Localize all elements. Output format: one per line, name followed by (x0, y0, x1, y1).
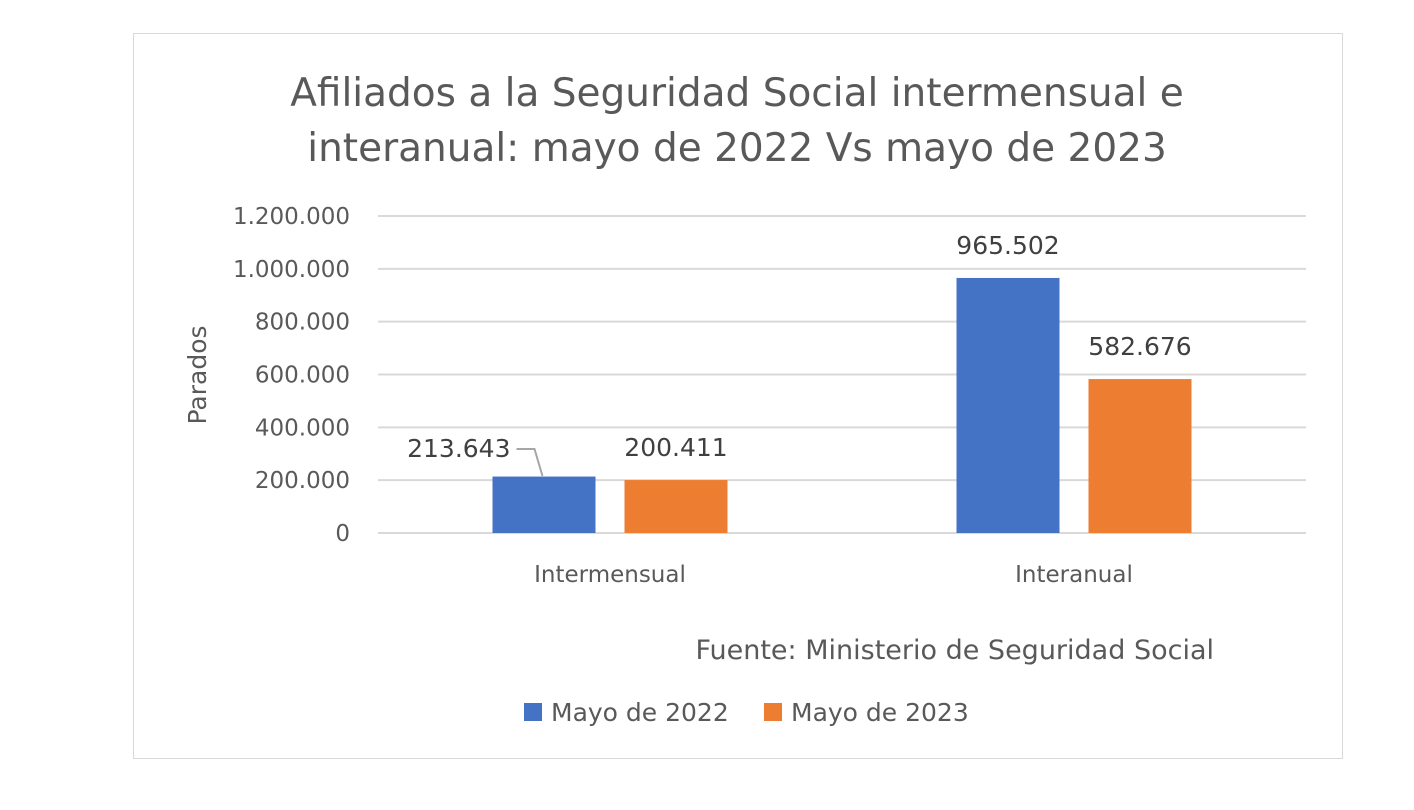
bar-mayo-de-2022-interanual (956, 277, 1060, 533)
bar-mayo-de-2023-interanual (1088, 379, 1192, 533)
legend-label: Mayo de 2022 (551, 698, 729, 727)
x-category-label: Intermensual (534, 562, 686, 588)
y-tick-label: 0 (335, 521, 350, 547)
data-label: 213.643 (407, 434, 510, 463)
legend-item: Mayo de 2022 (524, 698, 729, 727)
bar-mayo-de-2023-intermensual (624, 480, 728, 533)
chart-title: Afiliados a la Seguridad Social intermen… (290, 71, 1184, 171)
y-tick-label: 600.000 (255, 363, 350, 389)
legend: Mayo de 2022 Mayo de 2023 (524, 698, 969, 727)
data-labels: 213.643 200.411 965.502 582.676 (407, 231, 1192, 477)
chart-title-line-2: interanual: mayo de 2022 Vs mayo de 2023 (307, 126, 1167, 171)
legend-swatch (764, 703, 782, 721)
data-label: 965.502 (956, 231, 1059, 260)
legend-swatch (524, 703, 542, 721)
y-tick-label: 1.000.000 (233, 257, 350, 283)
bar-mayo-de-2022-intermensual (492, 476, 596, 533)
y-tick-label: 1.200.000 (233, 204, 350, 230)
y-tick-label: 400.000 (255, 415, 350, 441)
x-category-label: Interanual (1015, 562, 1133, 588)
legend-item: Mayo de 2023 (764, 698, 969, 727)
y-tick-label: 800.000 (255, 310, 350, 336)
source-note: Fuente: Ministerio de Seguridad Social (695, 635, 1214, 666)
leader-line (516, 448, 544, 477)
y-axis-title: Parados (183, 325, 212, 424)
data-label: 582.676 (1088, 332, 1191, 361)
bars (492, 277, 1192, 533)
legend-label: Mayo de 2023 (791, 698, 969, 727)
x-axis-categories: Intermensual Interanual (534, 562, 1133, 588)
y-axis-ticks: 0 200.000 400.000 600.000 800.000 1.000.000 1.… (233, 204, 350, 547)
data-label: 200.411 (624, 433, 727, 462)
chart-title-line-1: Afiliados a la Seguridad Social intermen… (290, 71, 1184, 116)
y-tick-label: 200.000 (255, 468, 350, 494)
